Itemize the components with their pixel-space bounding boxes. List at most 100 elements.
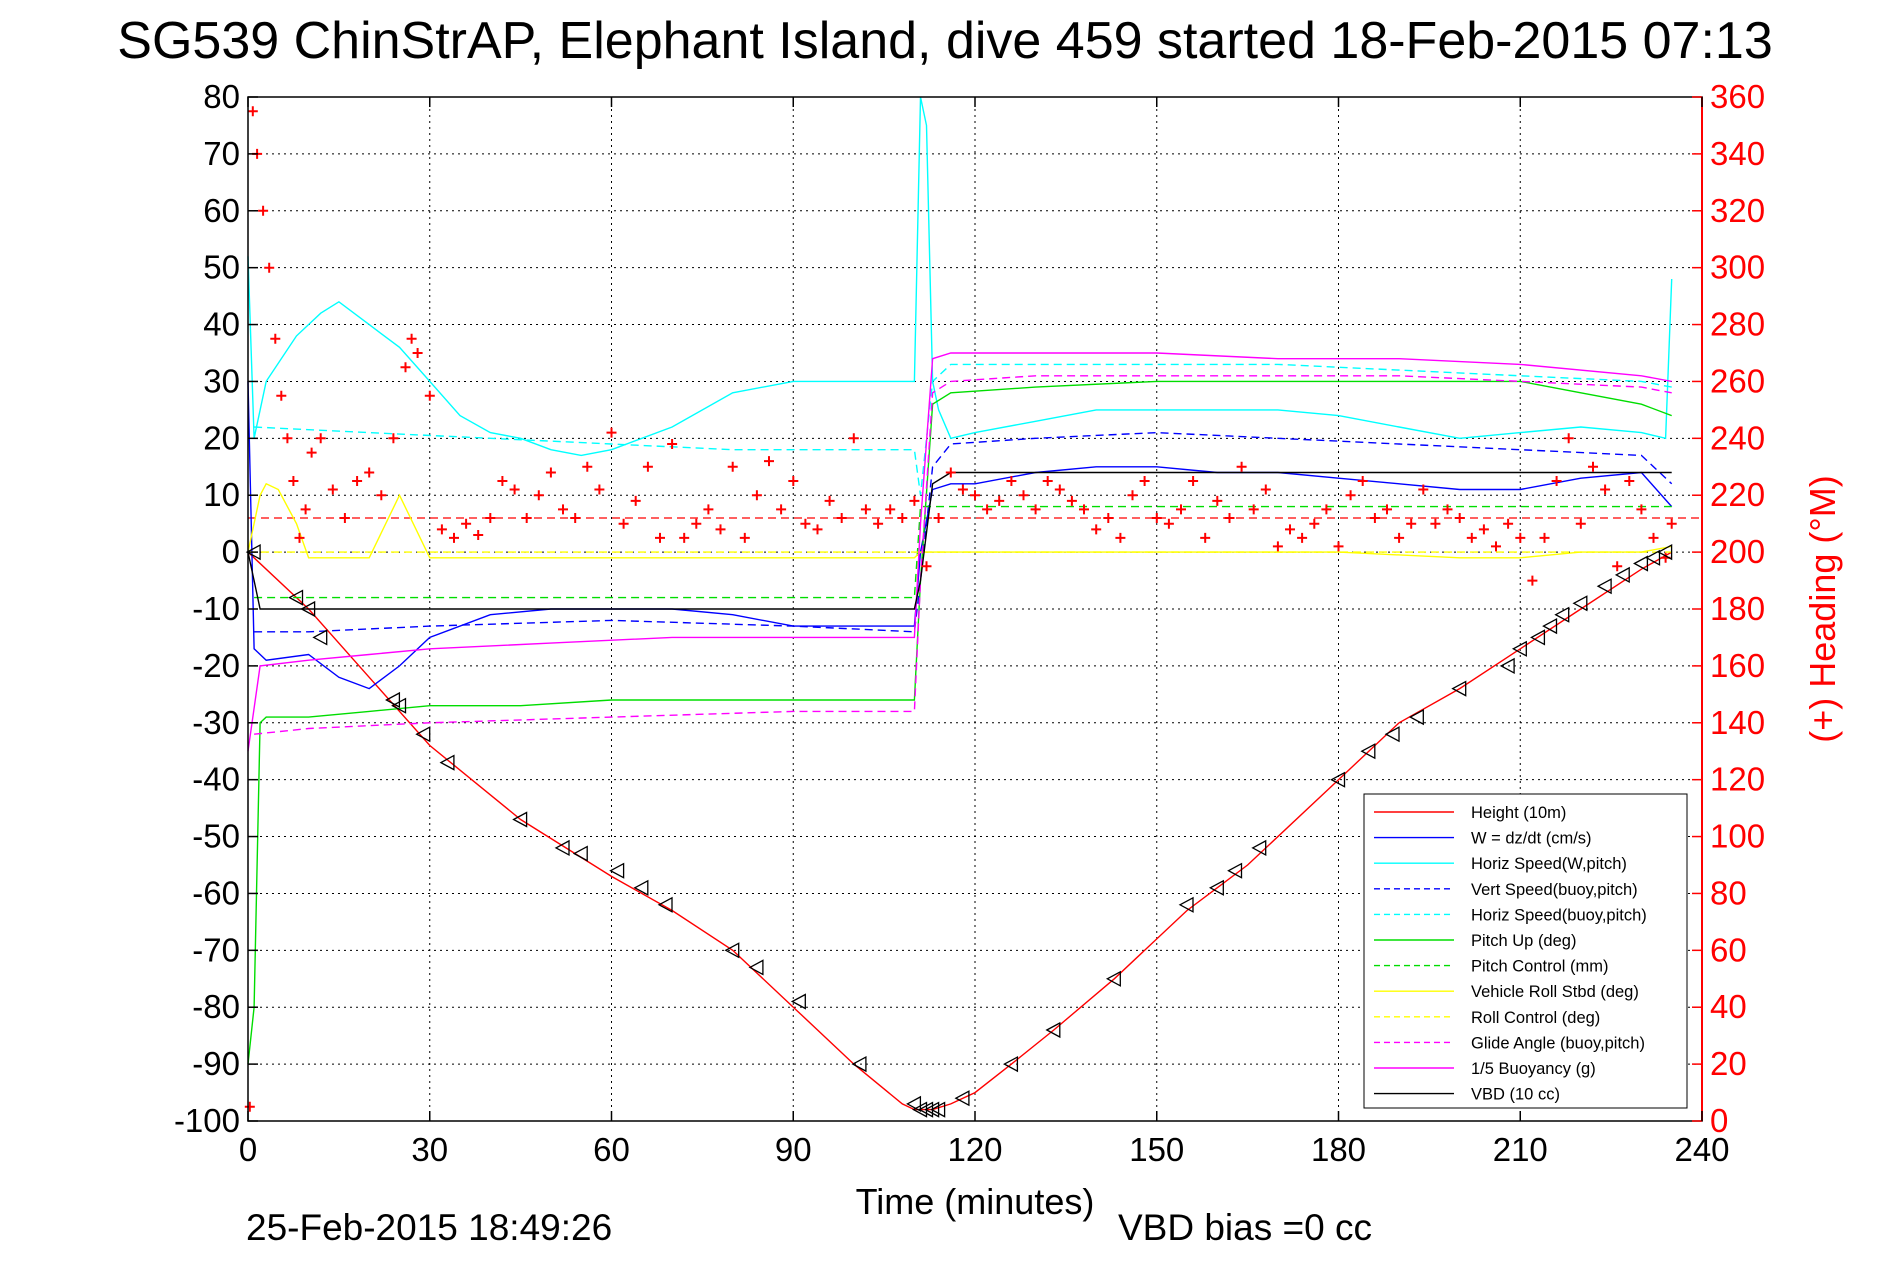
heading-point [449, 532, 459, 543]
heading-point [933, 513, 944, 523]
legend: Height (10m) W = dz/dt (cm/s) Horiz Speed(… [1363, 793, 1688, 1109]
heading-point [921, 561, 932, 572]
heading-point [982, 504, 993, 515]
heading-point [679, 532, 690, 543]
right-tick-label: 340 [1710, 135, 1765, 172]
right-tick-label: 0 [1710, 1102, 1728, 1139]
heading-point [1200, 532, 1211, 543]
heading-point [606, 427, 617, 438]
series-line [254, 375, 1672, 735]
left-tick-label: 60 [203, 192, 240, 229]
heading-point [339, 513, 350, 523]
heading-point [994, 495, 1005, 506]
depth-marker [300, 600, 316, 618]
heading-point [1648, 532, 1659, 543]
left-tick-label: 10 [203, 476, 240, 513]
heading-point [1369, 513, 1380, 523]
heading-point [276, 390, 287, 401]
left-tick-label: -40 [192, 761, 240, 798]
heading-point [788, 476, 799, 486]
heading-point [812, 524, 823, 535]
series-line [254, 363, 1672, 496]
depth-marker [554, 839, 570, 856]
heading-point [873, 518, 884, 529]
heading-point [909, 495, 920, 506]
series-line [247, 380, 1672, 1065]
depth-marker [748, 959, 764, 976]
heading-point [315, 433, 326, 444]
x-tick-label: 210 [1493, 1131, 1548, 1168]
heading-point [288, 476, 299, 486]
heading-point [1030, 504, 1041, 515]
depth-marker [1330, 771, 1346, 788]
heading-point [1297, 532, 1308, 543]
depth-marker [288, 589, 304, 606]
left-tick-label: 20 [203, 419, 240, 456]
depth-marker [954, 1090, 970, 1107]
depth-marker [1511, 640, 1527, 657]
series-line [247, 471, 1672, 610]
depth-marker [1596, 578, 1612, 595]
heading-point [1394, 532, 1405, 543]
depth-marker [1499, 657, 1515, 674]
x-tick-label: 0 [239, 1131, 257, 1168]
heading-point [1260, 484, 1271, 495]
heading-point [1666, 518, 1677, 529]
right-tick-label: 80 [1710, 874, 1747, 911]
left-tick-label: -80 [192, 988, 240, 1025]
right-tick-label: 220 [1710, 476, 1765, 513]
depth-marker [1633, 555, 1649, 572]
right-tick-label: 300 [1710, 249, 1765, 286]
legend-box [1363, 793, 1688, 1109]
heading-point [885, 504, 896, 515]
depth-marker [572, 845, 588, 862]
heading-point [1382, 504, 1392, 515]
heading-point [1236, 461, 1247, 472]
left-tick-label: -60 [192, 874, 240, 911]
heading-point [800, 518, 811, 529]
heading-point [764, 456, 774, 467]
right-tick-label: 280 [1710, 306, 1765, 343]
legend-label: W = dz/dt (cm/s) [1471, 830, 1592, 848]
x-tick-label: 90 [775, 1131, 812, 1168]
right-tick-label: 40 [1710, 988, 1747, 1025]
depth-marker [1208, 879, 1224, 896]
depth-marker [391, 697, 407, 714]
footer-timestamp: 25-Feb-2015 18:49:26 [246, 1207, 612, 1248]
heading-point [836, 513, 847, 523]
heading-point [1091, 524, 1102, 535]
heading-point [406, 333, 417, 344]
heading-point [1321, 504, 1332, 515]
heading-point [970, 490, 980, 501]
depth-marker [657, 896, 673, 913]
series-line [247, 352, 1672, 752]
x-axis-label: Time (minutes) [856, 1181, 1095, 1222]
heading-point [1127, 490, 1138, 501]
heading-point [945, 467, 956, 478]
heading-point [655, 532, 665, 543]
heading-point [306, 447, 317, 458]
heading-point [545, 467, 556, 478]
heading-point [667, 439, 678, 449]
left-tick-label: 0 [222, 533, 240, 570]
legend-label: Height (10m) [1471, 804, 1566, 822]
depth-marker [1003, 1056, 1019, 1073]
heading-point [1151, 513, 1162, 523]
legend-label: Vehicle Roll Stbd (deg) [1471, 983, 1639, 1001]
series-line [247, 551, 1673, 1111]
heading-point [1454, 513, 1465, 523]
heading-point [294, 532, 305, 543]
depth-marker [1530, 629, 1546, 646]
heading-point [1563, 433, 1574, 444]
left-tick-label: -50 [192, 818, 240, 855]
depth-marker [906, 1095, 922, 1112]
left-tick-label: -10 [192, 590, 240, 627]
legend-label: Horiz Speed(buoy,pitch) [1471, 906, 1647, 924]
heading-point [897, 513, 908, 523]
heading-point [715, 524, 726, 535]
heading-point [1224, 513, 1235, 523]
heading-point [1163, 518, 1174, 529]
heading-point [1309, 518, 1320, 529]
legend-label: VBD (10 cc) [1471, 1086, 1560, 1104]
heading-point [509, 484, 520, 495]
